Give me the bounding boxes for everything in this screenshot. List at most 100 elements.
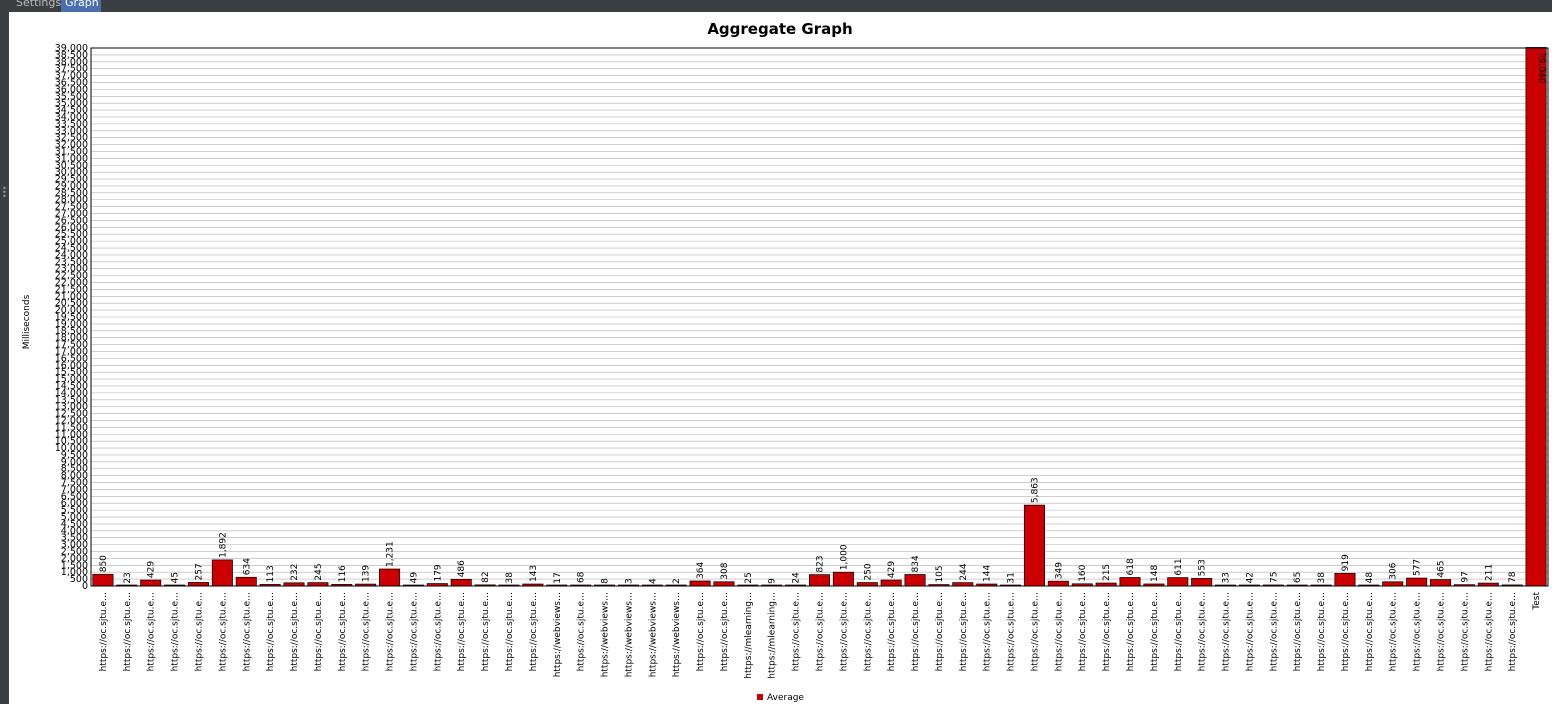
- y-tick-label: 19,500: [55, 312, 88, 323]
- plot-frame: [90, 47, 1549, 587]
- bar-value-label: 105: [935, 565, 945, 582]
- x-tick-label: https://oc.sjtu.e…: [1150, 592, 1160, 671]
- bar-value-label: 23: [123, 572, 133, 583]
- bar-value-label: 618: [1126, 558, 1136, 575]
- bar-value-label: 465: [1437, 560, 1447, 577]
- x-tick-label: https://oc.sjtu.e…: [1102, 592, 1112, 671]
- bar-value-label: 257: [194, 563, 204, 580]
- y-tick-label: 20,500: [55, 298, 88, 309]
- tab-bar: Settings Graph: [0, 0, 1552, 12]
- bar-value-label: 306: [1389, 562, 1399, 579]
- x-tick-label: https://oc.sjtu.e…: [983, 592, 993, 671]
- y-tick-label: 32,500: [55, 133, 88, 144]
- y-tick-label: 10,500: [55, 436, 88, 447]
- y-tick-label: 7,000: [61, 484, 88, 495]
- x-tick-label: https://oc.sjtu.e…: [290, 592, 300, 671]
- bar-value-label: 160: [1078, 564, 1088, 581]
- x-tick-label: Test: [1532, 592, 1542, 611]
- bar: [187, 582, 209, 587]
- bar: [1430, 579, 1452, 587]
- x-tick-label: https://oc.sjtu.e…: [935, 592, 945, 671]
- y-tick-label: 38,500: [55, 50, 88, 61]
- y-tick-label: 12,500: [55, 409, 88, 420]
- x-tick-label: https://oc.sjtu.e…: [99, 592, 109, 671]
- y-tick-label: 36,500: [55, 77, 88, 88]
- bar-value-label: 113: [266, 565, 276, 582]
- bar-value-label: 143: [529, 565, 539, 582]
- y-tick-label: 8,500: [61, 464, 88, 475]
- bar: [856, 582, 878, 587]
- y-tick-label: 21,000: [55, 291, 88, 302]
- drag-handle-icon[interactable]: • • •: [2, 184, 7, 201]
- x-tick-label: https://oc.sjtu.e…: [1174, 592, 1184, 671]
- x-tick-label: https://oc.sjtu.e…: [505, 592, 515, 671]
- bar-value-label: 429: [887, 561, 897, 578]
- y-tick-label: 6,500: [61, 491, 88, 502]
- bar-value-label: 1,000: [839, 544, 849, 570]
- x-tick-label: https://oc.sjtu.e…: [1126, 592, 1136, 671]
- legend: Average: [757, 693, 804, 703]
- bar-value-label: 823: [816, 555, 826, 572]
- bar-value-label: 577: [1413, 559, 1423, 576]
- bar: [904, 574, 926, 587]
- x-tick-label: https://oc.sjtu.e…: [792, 592, 802, 671]
- x-tick-label: https://oc.sjtu.e…: [1293, 592, 1303, 671]
- x-tick-label: https://mlearning…: [768, 592, 778, 679]
- y-tick-label: 22,500: [55, 271, 88, 282]
- y-tick-label: 8,000: [61, 471, 88, 482]
- y-tick-label: 27,000: [55, 209, 88, 220]
- bar: [1525, 47, 1547, 587]
- x-tick-label: https://oc.sjtu.e…: [1437, 592, 1447, 671]
- x-tick-label: https://oc.sjtu.e…: [457, 592, 467, 671]
- bar-value-label: 1,892: [218, 532, 228, 558]
- x-tick-label: https://mlearning…: [744, 592, 754, 679]
- bar-value-label: 116: [338, 565, 348, 582]
- y-tick-label: 13,500: [55, 395, 88, 406]
- x-tick-label: https://oc.sjtu.e…: [1413, 592, 1423, 671]
- chart-title: Aggregate Graph: [707, 20, 852, 38]
- y-tick-label: 1,000: [61, 567, 88, 578]
- bar: [952, 582, 974, 587]
- y-tick-label: 3,000: [61, 540, 88, 551]
- x-tick-label: https://webviews…: [672, 592, 682, 677]
- y-tick-label: 26,000: [55, 222, 88, 233]
- y-tick-label: 25,500: [55, 229, 88, 240]
- side-splitter[interactable]: • • •: [0, 12, 9, 704]
- y-tick-label: 28,000: [55, 195, 88, 206]
- x-tick-label: https://oc.sjtu.e…: [338, 592, 348, 671]
- y-tick-label: 25,000: [55, 236, 88, 247]
- grid-lines: [91, 47, 1548, 587]
- y-tick-label: 11,500: [55, 422, 88, 433]
- y-tick-label: 37,000: [55, 71, 88, 82]
- x-tick-label: https://oc.sjtu.e…: [362, 592, 372, 671]
- bar: [1406, 577, 1428, 587]
- bar-value-label: 24: [792, 572, 802, 584]
- bar-value-label: 38: [1317, 572, 1327, 584]
- legend-label: Average: [767, 693, 804, 703]
- y-tick-label: 14,500: [55, 381, 88, 392]
- bar-value-label: 179: [433, 564, 443, 581]
- bar-value-label: 68: [577, 571, 587, 583]
- bar: [880, 579, 902, 587]
- legend-swatch: [757, 694, 763, 700]
- y-tick-label: 30,000: [55, 167, 88, 178]
- bar: [450, 578, 472, 587]
- tab-graph[interactable]: Graph: [61, 0, 101, 12]
- y-tick-label: 37,500: [55, 64, 88, 75]
- bar-value-label: 834: [911, 555, 921, 572]
- y-tick-label: 2,500: [61, 547, 88, 558]
- bar-value-label: 429: [147, 561, 157, 578]
- y-tick-label: 24,500: [55, 243, 88, 254]
- bar: [92, 573, 114, 587]
- bar-value-label: 45: [171, 572, 181, 583]
- bar-value-label: 75: [1269, 572, 1279, 583]
- y-tick-label: 27,500: [55, 202, 88, 213]
- y-tick-label: 23,000: [55, 264, 88, 275]
- y-tick-label: 6,000: [61, 498, 88, 509]
- y-tick-label: 31,500: [55, 146, 88, 157]
- bar-value-label: 1,231: [386, 541, 396, 567]
- x-tick-label: https://oc.sjtu.e…: [433, 592, 443, 671]
- tab-settings[interactable]: Settings: [16, 0, 62, 9]
- x-tick-label: https://oc.sjtu.e…: [1460, 592, 1470, 671]
